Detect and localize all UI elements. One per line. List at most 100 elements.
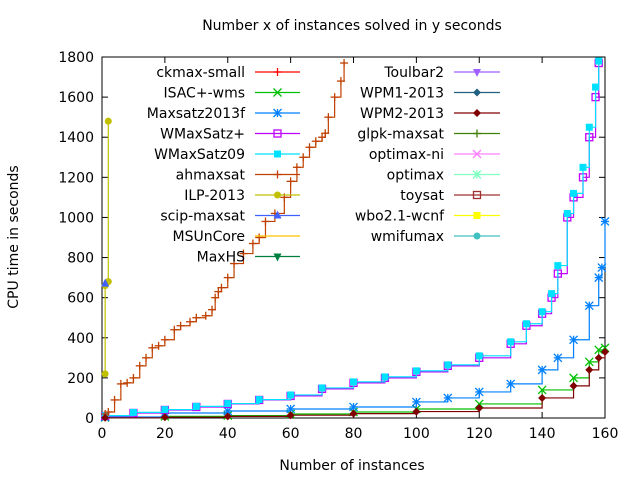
legend: ckmax-small ISAC+-wms Maxsatz2013f WMaxSatz…: [147, 65, 500, 266]
series-scip-maxsat: [101, 278, 110, 287]
data-point: [597, 263, 607, 273]
data-point: [553, 353, 563, 363]
legend-marker: [472, 190, 482, 200]
data-point: [585, 123, 593, 131]
data-point: [104, 117, 112, 125]
data-point: [381, 373, 389, 381]
series-line: [104, 121, 109, 374]
data-point: [506, 379, 516, 389]
data-point: [594, 353, 603, 362]
data-point: [286, 177, 295, 186]
data-point: [104, 407, 113, 416]
data-point: [336, 77, 345, 86]
legend-marker: [473, 109, 481, 117]
legend-marker: [273, 129, 282, 138]
y-tick-label: 400: [67, 331, 94, 347]
data-point: [223, 273, 232, 282]
legend-marker: [273, 253, 282, 262]
legend-label: MaxHS: [197, 250, 245, 266]
x-tick-label: 140: [529, 426, 556, 442]
legend-entry: WPM1-2013: [360, 86, 500, 102]
data-point: [412, 367, 420, 375]
data-point: [292, 163, 301, 172]
y-tick-label: 1400: [58, 130, 94, 146]
data-point: [324, 113, 333, 122]
x-tick-label: 0: [98, 426, 107, 442]
x-tick-label: 160: [592, 426, 619, 442]
data-point: [474, 399, 484, 409]
data-point: [475, 403, 484, 412]
legend-label: scip-maxsat: [160, 209, 245, 225]
legend-label: glpk-maxsat: [357, 127, 444, 143]
data-point: [318, 384, 326, 392]
legend-entry: toysat: [400, 188, 500, 204]
data-point: [123, 378, 132, 387]
legend-label: ahmaxsat: [176, 168, 246, 184]
series-WPM2-2013: [101, 347, 609, 422]
x-axis-label: Number of instances: [279, 458, 424, 474]
legend-entry: scip-maxsat: [160, 209, 300, 225]
legend-marker: [473, 129, 481, 138]
data-point: [537, 365, 547, 375]
data-point: [286, 411, 295, 420]
x-tick-label: 80: [345, 426, 363, 442]
legend-entry: ISAC+-wms: [163, 86, 300, 102]
data-point: [230, 259, 239, 268]
data-point: [340, 59, 349, 68]
data-point: [522, 320, 530, 328]
y-tick-label: 1000: [58, 210, 94, 226]
data-point: [350, 378, 357, 386]
data-point: [255, 396, 263, 404]
legend-label: wmifumax: [371, 229, 444, 245]
data-point: [186, 317, 195, 326]
legend-entry: wmifumax: [371, 229, 500, 245]
data-point: [318, 133, 327, 142]
data-point: [569, 373, 579, 383]
legend-entry: MaxHS: [197, 250, 300, 266]
y-tick-label: 200: [67, 371, 94, 387]
y-axis-label: CPU time in seconds: [6, 165, 22, 308]
data-point: [444, 361, 452, 369]
data-point: [411, 397, 421, 407]
y-tick-label: 1200: [58, 170, 94, 186]
data-point: [569, 381, 578, 390]
data-point: [287, 391, 295, 399]
legend-entry: ahmaxsat: [176, 168, 300, 184]
x-tick-label: 120: [466, 426, 493, 442]
data-point: [601, 347, 609, 356]
y-tick-label: 0: [85, 411, 94, 427]
data-point: [538, 393, 547, 402]
data-point: [110, 395, 119, 404]
legend-marker: [472, 149, 482, 159]
legend-label: optimax: [387, 168, 444, 184]
data-point: [101, 278, 110, 287]
data-point: [299, 153, 308, 162]
legend-marker: [273, 170, 282, 179]
data-point: [584, 357, 594, 367]
x-tick-label: 100: [403, 426, 430, 442]
legend-label: ckmax-small: [156, 65, 245, 81]
data-point: [248, 239, 257, 248]
axis-ticks: 0 20 40 60 80 100 120 140 1600200400600800100012…: [58, 50, 618, 442]
legend-marker: [473, 69, 481, 77]
series-ahmaxsat: [101, 59, 349, 418]
data-point: [537, 385, 547, 395]
data-point: [101, 413, 110, 422]
data-point: [563, 209, 571, 217]
legend-marker: [473, 88, 481, 97]
legend-entry: WPM2-2013: [360, 106, 500, 122]
data-point: [255, 233, 264, 242]
data-point: [585, 365, 594, 374]
legend-entry: MSUnCore: [173, 229, 300, 245]
legend-entry: glpk-maxsat: [357, 127, 500, 143]
data-point: [192, 313, 201, 322]
data-point: [201, 311, 210, 320]
data-point: [217, 283, 226, 292]
y-tick-label: 600: [67, 291, 94, 307]
legend-entry: WMaxSatz+: [160, 127, 300, 143]
legend-marker: [472, 170, 482, 179]
legend-marker: [273, 68, 282, 76]
data-point: [129, 408, 137, 416]
data-point: [211, 293, 220, 302]
